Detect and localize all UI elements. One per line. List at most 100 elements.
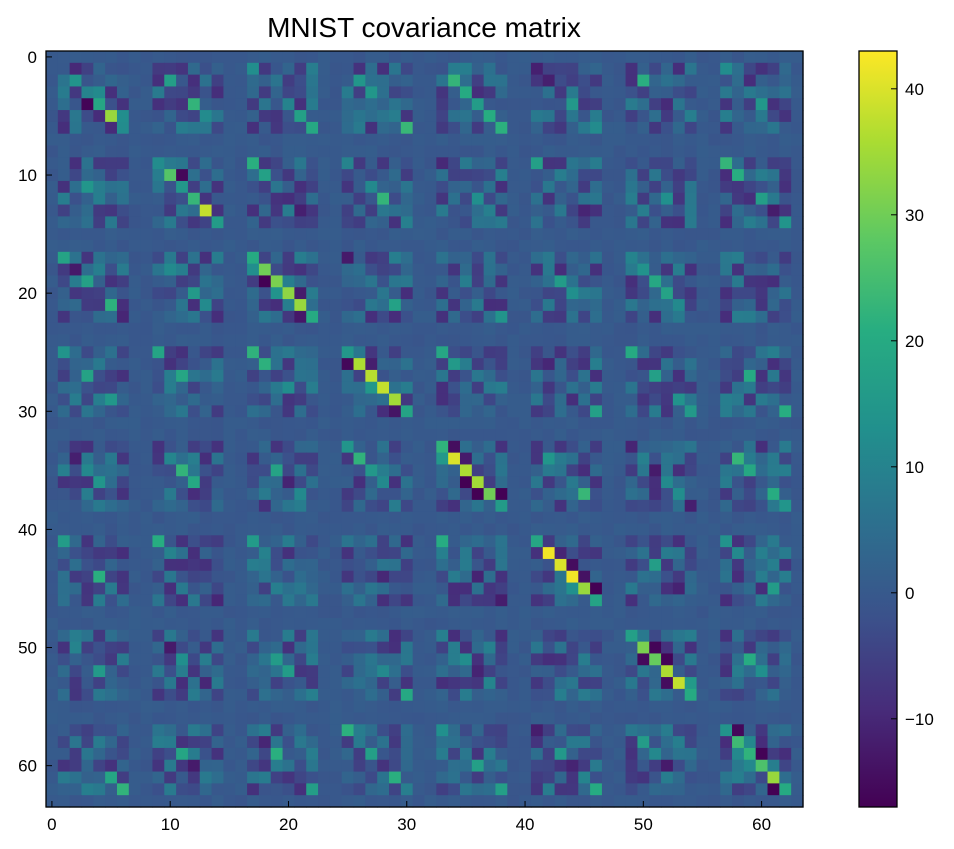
heatmap-cell xyxy=(448,665,461,678)
heatmap-cell xyxy=(377,523,390,536)
heatmap-cell xyxy=(672,653,686,666)
heatmap-cell xyxy=(519,677,532,690)
heatmap-cell xyxy=(613,62,627,76)
heatmap-cell xyxy=(69,629,83,643)
heatmap-cell xyxy=(590,618,603,631)
heatmap-cell xyxy=(578,240,591,253)
heatmap-cell xyxy=(471,216,485,229)
heatmap-cell xyxy=(365,74,378,88)
heatmap-cell xyxy=(519,582,532,595)
heatmap-cell xyxy=(128,641,142,655)
heatmap-cell xyxy=(318,86,331,99)
heatmap-cell xyxy=(389,736,402,749)
heatmap-cell xyxy=(507,759,520,773)
heatmap-cell xyxy=(767,358,780,371)
heatmap-cell xyxy=(223,747,236,761)
heatmap-cell xyxy=(732,263,745,277)
heatmap-cell xyxy=(743,452,757,466)
plot-frame xyxy=(45,50,804,808)
heatmap-cell xyxy=(341,618,355,631)
heatmap-cell xyxy=(743,570,757,584)
heatmap-cell xyxy=(318,653,331,666)
heatmap-cell xyxy=(625,110,639,123)
heatmap-cell xyxy=(140,240,154,253)
heatmap-cell xyxy=(247,629,260,643)
heatmap-cell xyxy=(341,51,355,64)
heatmap-cell xyxy=(661,641,674,655)
heatmap-cell xyxy=(590,393,603,406)
heatmap-cell xyxy=(566,700,579,714)
heatmap-cell xyxy=(223,511,236,525)
heatmap-cell xyxy=(377,771,390,784)
heatmap-cell xyxy=(424,393,437,406)
heatmap-cell xyxy=(507,688,520,702)
heatmap-cell xyxy=(211,771,225,784)
heatmap-cell xyxy=(743,736,757,749)
heatmap-cell xyxy=(649,251,662,265)
heatmap-cell xyxy=(176,251,189,265)
heatmap-cell xyxy=(578,110,591,123)
heatmap-cell xyxy=(767,299,780,312)
heatmap-cell xyxy=(424,594,437,607)
heatmap-cell xyxy=(306,204,319,217)
heatmap-cell xyxy=(187,145,201,158)
heatmap-cell xyxy=(684,62,698,76)
heatmap-cell xyxy=(365,452,378,466)
heatmap-cell xyxy=(448,795,461,808)
heatmap-cell xyxy=(732,110,745,123)
heatmap-cell xyxy=(223,523,236,536)
heatmap-cell xyxy=(530,570,544,584)
heatmap-cell xyxy=(672,121,686,135)
heatmap-cell xyxy=(176,523,189,536)
heatmap-cell xyxy=(672,594,686,607)
heatmap-cell xyxy=(483,771,497,784)
heatmap-cell xyxy=(530,700,544,714)
heatmap-cell xyxy=(590,476,603,489)
heatmap-cell xyxy=(105,677,118,690)
heatmap-cell xyxy=(235,582,248,595)
heatmap-cell xyxy=(696,192,709,206)
heatmap-cell xyxy=(684,133,698,147)
heatmap-cell xyxy=(684,74,698,88)
heatmap-cell xyxy=(471,547,485,560)
heatmap-cell xyxy=(105,51,118,64)
heatmap-cell xyxy=(235,783,248,796)
heatmap-cell xyxy=(755,488,769,501)
heatmap-cell xyxy=(743,145,757,158)
heatmap-cell xyxy=(696,783,709,796)
heatmap-cell xyxy=(211,98,225,111)
heatmap-cell xyxy=(483,133,497,147)
heatmap-cell xyxy=(708,523,721,536)
heatmap-cell xyxy=(306,547,319,560)
heatmap-cell xyxy=(57,499,71,513)
heatmap-cell xyxy=(152,393,165,406)
heatmap-cell xyxy=(46,169,59,182)
heatmap-cell xyxy=(329,228,343,241)
heatmap-cell xyxy=(483,369,497,383)
heatmap-cell xyxy=(152,535,165,548)
heatmap-cell xyxy=(601,700,615,714)
heatmap-cell xyxy=(424,653,437,666)
heatmap-cell xyxy=(530,299,544,312)
heatmap-cell xyxy=(791,700,804,714)
heatmap-cell xyxy=(140,251,154,265)
heatmap-cell xyxy=(235,417,248,430)
heatmap-cell xyxy=(412,216,426,229)
heatmap-cell xyxy=(400,204,414,217)
heatmap-cell xyxy=(613,747,627,761)
heatmap-cell xyxy=(743,523,757,536)
heatmap-cell xyxy=(412,558,426,572)
heatmap-cell xyxy=(649,547,662,560)
heatmap-cell xyxy=(471,771,485,784)
heatmap-cell xyxy=(81,74,94,88)
heatmap-cell xyxy=(483,157,497,170)
heatmap-cell xyxy=(483,299,497,312)
heatmap-cell xyxy=(176,594,189,607)
heatmap-cell xyxy=(495,251,508,265)
heatmap-cell xyxy=(152,464,165,477)
heatmap-cell xyxy=(613,558,627,572)
heatmap-cell xyxy=(696,771,709,784)
heatmap-cell xyxy=(578,263,591,277)
heatmap-cell xyxy=(199,417,213,430)
heatmap-cell xyxy=(495,145,508,158)
